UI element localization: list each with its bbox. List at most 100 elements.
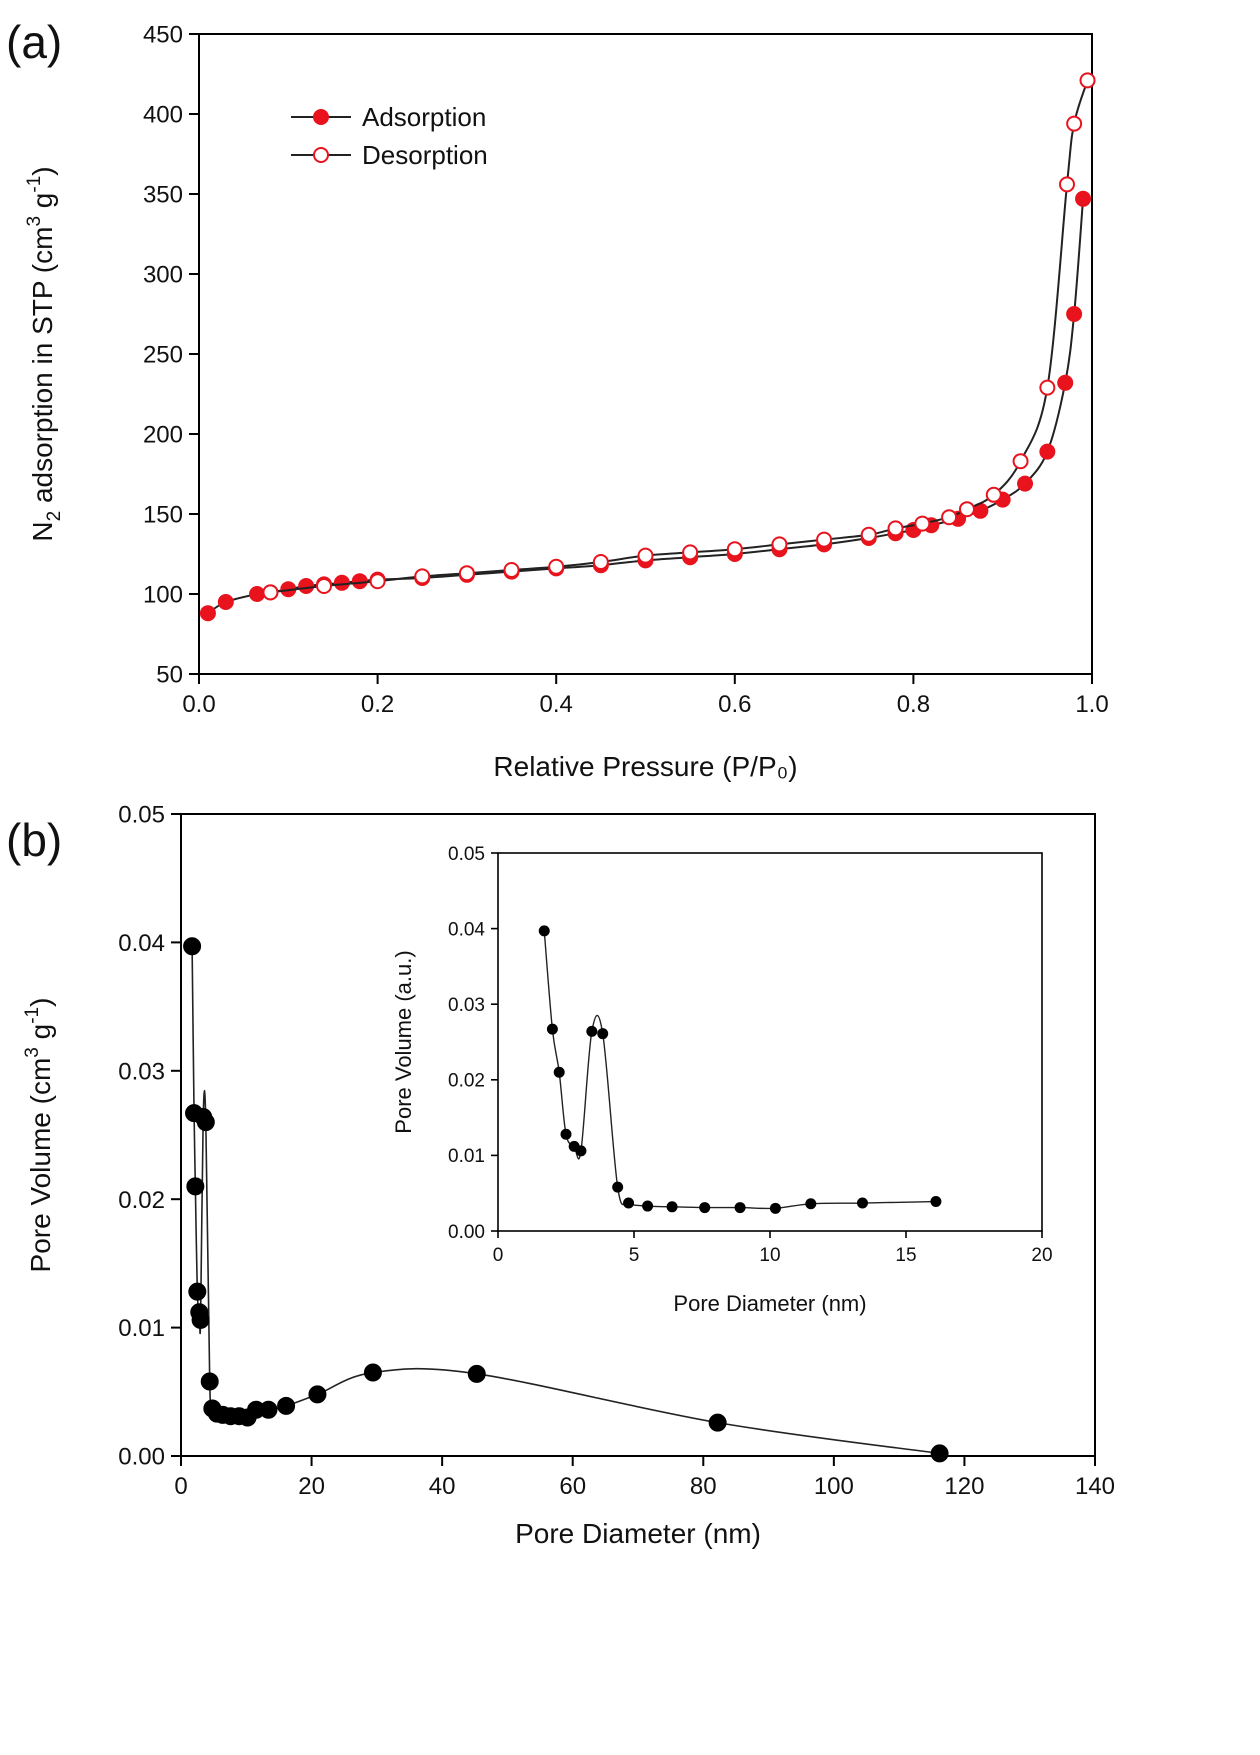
desorption-point	[592, 554, 609, 570]
desorption-point	[914, 515, 931, 532]
adsorption-point	[1066, 306, 1083, 322]
x-tick-label: 10	[759, 1245, 780, 1266]
y-tick-label: 0.01	[118, 1315, 165, 1342]
pore-volume-point	[183, 937, 202, 956]
desorption-point	[548, 558, 565, 575]
x-tick-label: 1.0	[1075, 691, 1108, 718]
legend-marker	[313, 147, 329, 163]
y-tick-label: 0.05	[118, 802, 165, 829]
desorption-point	[958, 501, 975, 518]
x-axis-label: Relative Pressure (P/P₀)	[493, 751, 797, 782]
y-tick-label: 0.01	[448, 1146, 485, 1167]
x-tick-label: 120	[944, 1473, 984, 1500]
chart-panel-a: 0.0 0.2 0.4 0.6 0.8 1.0 50 100 150 200 250 300 350 40…	[6, 16, 1109, 782]
adsorption-point	[1017, 475, 1034, 492]
desorption-point	[637, 547, 654, 564]
desorption-point	[1066, 115, 1083, 132]
y-axis-label: N2 adsorption in STP (cm3 g-1)	[24, 166, 65, 541]
adsorption-point	[1075, 190, 1092, 207]
y-tick-label: 0.05	[448, 844, 485, 865]
y-axis-label: Pore Volume (cm3 g-1)	[22, 998, 56, 1273]
desorption-point	[887, 520, 904, 537]
y-tick-label: 0.04	[448, 919, 485, 940]
y-tick-label: 250	[143, 342, 183, 369]
y-tick-label: 350	[143, 182, 183, 209]
pore-volume-point	[805, 1198, 817, 1210]
series-line	[191, 946, 940, 1455]
desorption-point	[458, 565, 475, 582]
adsorption-point	[217, 594, 234, 610]
adsorption-point	[351, 573, 368, 590]
pore-volume-point	[930, 1444, 949, 1463]
x-tick-label: 20	[1031, 1245, 1052, 1266]
pore-volume-point	[363, 1363, 382, 1382]
desorption-point	[1039, 379, 1056, 396]
pore-volume-point	[553, 1066, 565, 1078]
pore-volume-point	[642, 1200, 654, 1212]
plot-frame	[180, 813, 1096, 1457]
legend-entry: Desorption	[362, 140, 488, 170]
x-tick-label: 0.4	[540, 691, 573, 718]
y-tick-label: 0.00	[118, 1444, 165, 1471]
x-tick-label: 0.6	[718, 691, 751, 718]
pore-volume-point	[856, 1197, 868, 1209]
panel-label: (a)	[6, 16, 62, 68]
chart-panel-b: 0 20 40 60 80 100 120 1400.000.010.020.030.040.…	[6, 802, 1115, 1549]
y-tick-label: 0.00	[448, 1222, 485, 1243]
pore-volume-point	[586, 1025, 598, 1037]
y-tick-label: 200	[143, 422, 183, 449]
pore-volume-point	[538, 925, 550, 937]
pore-volume-point	[575, 1145, 587, 1157]
desorption-point	[262, 584, 279, 601]
y-axis-label: Pore Volume (a.u.)	[391, 950, 416, 1133]
plot-frame	[198, 33, 1093, 675]
pore-volume-point	[186, 1177, 205, 1196]
desorption-point	[369, 573, 386, 590]
series-line	[543, 930, 936, 1210]
pore-volume-point	[200, 1372, 219, 1391]
y-tick-label: 0.02	[118, 1187, 165, 1214]
x-tick-label: 80	[690, 1473, 717, 1500]
x-axis-label: Pore Diameter (nm)	[673, 1291, 866, 1316]
desorption-point	[771, 536, 788, 553]
desorption-point	[985, 486, 1002, 503]
desorption-point	[941, 509, 958, 526]
desorption-point	[1079, 72, 1096, 89]
pore-volume-point	[666, 1201, 678, 1213]
x-tick-label: 0.2	[361, 691, 394, 718]
pore-volume-point	[699, 1202, 711, 1214]
pore-volume-point	[308, 1385, 327, 1404]
x-tick-label: 15	[895, 1245, 916, 1266]
y-tick-label: 50	[156, 662, 183, 689]
adsorption-point	[249, 586, 266, 602]
legend-marker	[313, 109, 329, 125]
x-axis-label: Pore Diameter (nm)	[515, 1518, 761, 1549]
adsorption-point	[298, 578, 315, 594]
pore-volume-point	[277, 1396, 296, 1415]
desorption-point	[1012, 453, 1029, 470]
desorption-point	[503, 562, 520, 578]
x-tick-label: 40	[429, 1473, 456, 1500]
pore-volume-point	[769, 1202, 781, 1214]
panel-label: (b)	[6, 814, 62, 866]
pore-volume-point	[191, 1310, 210, 1329]
pore-volume-point	[623, 1197, 635, 1209]
y-tick-label: 150	[143, 502, 183, 529]
desorption-point	[726, 541, 743, 558]
x-tick-label: 60	[559, 1473, 586, 1500]
pore-volume-point	[708, 1413, 727, 1432]
pore-volume-point	[612, 1181, 624, 1193]
adsorption-point	[1039, 443, 1056, 460]
pore-volume-point	[546, 1023, 558, 1035]
adsorption-point	[199, 605, 216, 622]
x-tick-label: 0	[493, 1245, 504, 1266]
pore-volume-point	[196, 1113, 215, 1132]
y-tick-label: 0.04	[118, 930, 165, 957]
desorption-point	[316, 578, 333, 594]
x-tick-label: 140	[1075, 1473, 1115, 1500]
chart-panel-b-inset: 0 5 10 15 20 0.00 0.01 0.02 0.03 0.04 0.05 Pore Dia…	[391, 844, 1053, 1316]
y-tick-label: 300	[143, 262, 183, 289]
adsorption-point	[1057, 374, 1074, 391]
pore-volume-point	[930, 1196, 942, 1208]
